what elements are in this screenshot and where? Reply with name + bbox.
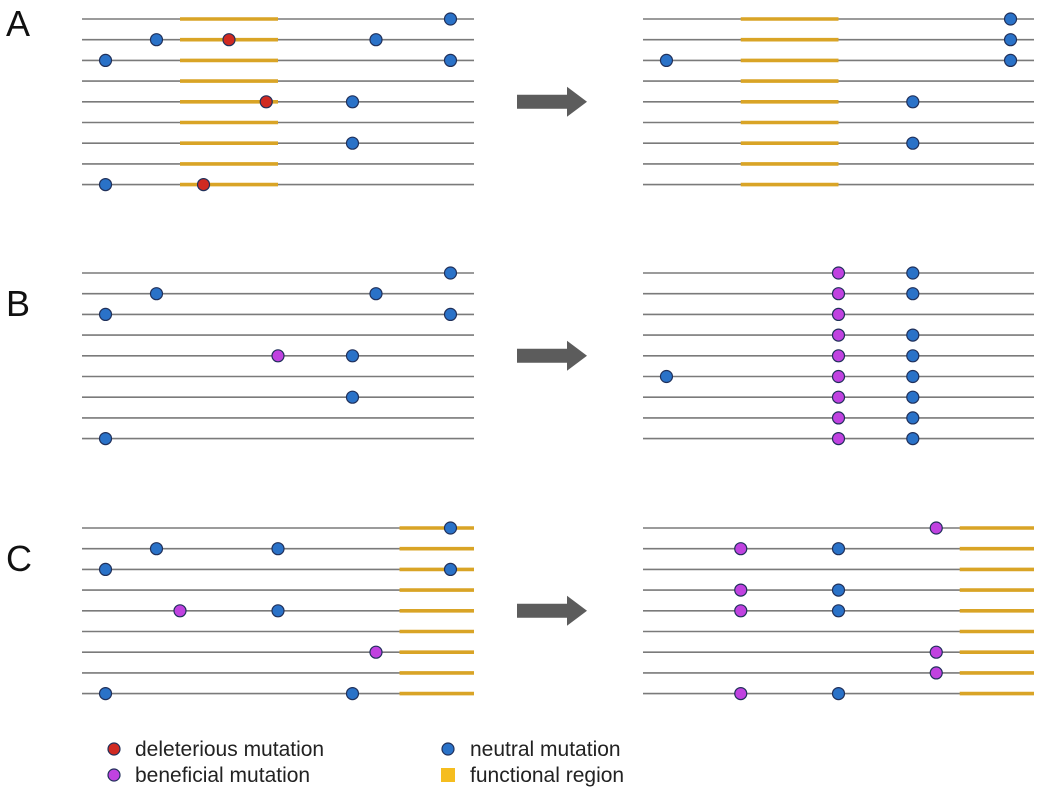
legend-beneficial-label: beneficial mutation [135,764,310,787]
beneficial-mutation [734,583,748,597]
panel-a-after [643,12,1034,187]
neutral-mutation [443,521,458,535]
arrow-right-icon [517,86,587,117]
neutral-mutation [906,266,920,280]
panel-label-c: C [6,538,32,579]
neutral-mutation [659,53,674,68]
legend-functional-label: functional region [470,764,624,787]
neutral-mutation [1003,12,1018,26]
beneficial-mutation [831,349,846,363]
deleterious-mutation [196,178,211,192]
neutral-mutation [831,542,846,556]
neutral-mutation [659,369,674,384]
arrow-right-icon [517,340,587,371]
legend: deleterious mutation beneficial mutation… [107,738,624,787]
beneficial-mutation [831,287,846,301]
legend-deleterious-label: deleterious mutation [135,738,324,761]
panel-b-after [643,266,1034,446]
panel-c-after [643,521,1034,701]
beneficial-mutation [831,307,846,321]
neutral-mutation [443,307,458,321]
neutral-mutation [149,287,164,301]
beneficial-mutation [831,432,846,446]
neutral-mutation [271,542,285,556]
legend-deleterious-swatch [107,742,121,756]
neutral-mutation [1003,33,1018,47]
panel-b-before [82,266,474,446]
neutral-mutation [906,328,920,342]
panel-c-before [82,521,474,701]
neutral-mutation [98,53,113,68]
neutral-mutation [443,562,458,577]
neutral-mutation [906,390,920,404]
neutral-mutation [443,53,458,68]
arrow-right-icon [517,595,587,626]
neutral-mutation [906,95,920,109]
neutral-mutation [345,95,360,109]
panel-a-before [82,12,474,192]
neutral-mutation [98,307,113,321]
beneficial-mutation [831,328,846,342]
neutral-mutation [906,432,920,446]
beneficial-mutation [734,542,748,556]
legend-functional-swatch [441,768,455,782]
neutral-mutation [369,287,383,301]
beneficial-mutation [831,411,846,425]
neutral-mutation [906,369,920,384]
panel-label-a: A [6,3,30,44]
neutral-mutation [1003,53,1018,68]
neutral-mutation [98,432,113,446]
beneficial-mutation [831,266,846,280]
neutral-mutation [831,686,846,701]
neutral-mutation [906,136,920,150]
deleterious-mutation [259,95,273,109]
neutral-mutation [149,542,164,556]
legend-neutral-label: neutral mutation [470,738,621,761]
panels [82,12,1034,701]
panel-label-b: B [6,283,30,324]
neutral-mutation [906,287,920,301]
neutral-mutation [98,686,113,701]
legend-beneficial-swatch [107,768,121,782]
neutral-mutation [345,686,360,701]
neutral-mutation [443,12,458,26]
neutral-mutation [369,33,383,47]
beneficial-mutation [929,666,943,680]
neutral-mutation [906,349,920,363]
beneficial-mutation [929,645,943,659]
beneficial-mutation [734,686,748,701]
beneficial-mutation [929,521,943,535]
legend-neutral-swatch [441,742,455,756]
beneficial-mutation [831,390,846,404]
neutral-mutation [271,604,285,618]
neutral-mutation [345,349,360,363]
beneficial-mutation [173,604,187,618]
neutral-mutation [906,411,920,425]
neutral-mutation [98,562,113,577]
neutral-mutation [149,33,164,47]
beneficial-mutation [734,604,748,618]
neutral-mutation [831,604,846,618]
neutral-mutation [831,583,846,597]
beneficial-mutation [369,645,383,659]
beneficial-mutation [831,369,846,384]
neutral-mutation [345,390,360,404]
deleterious-mutation [222,33,236,47]
beneficial-mutation [271,349,285,363]
neutral-mutation [443,266,458,280]
neutral-mutation [98,178,113,192]
neutral-mutation [345,136,360,150]
